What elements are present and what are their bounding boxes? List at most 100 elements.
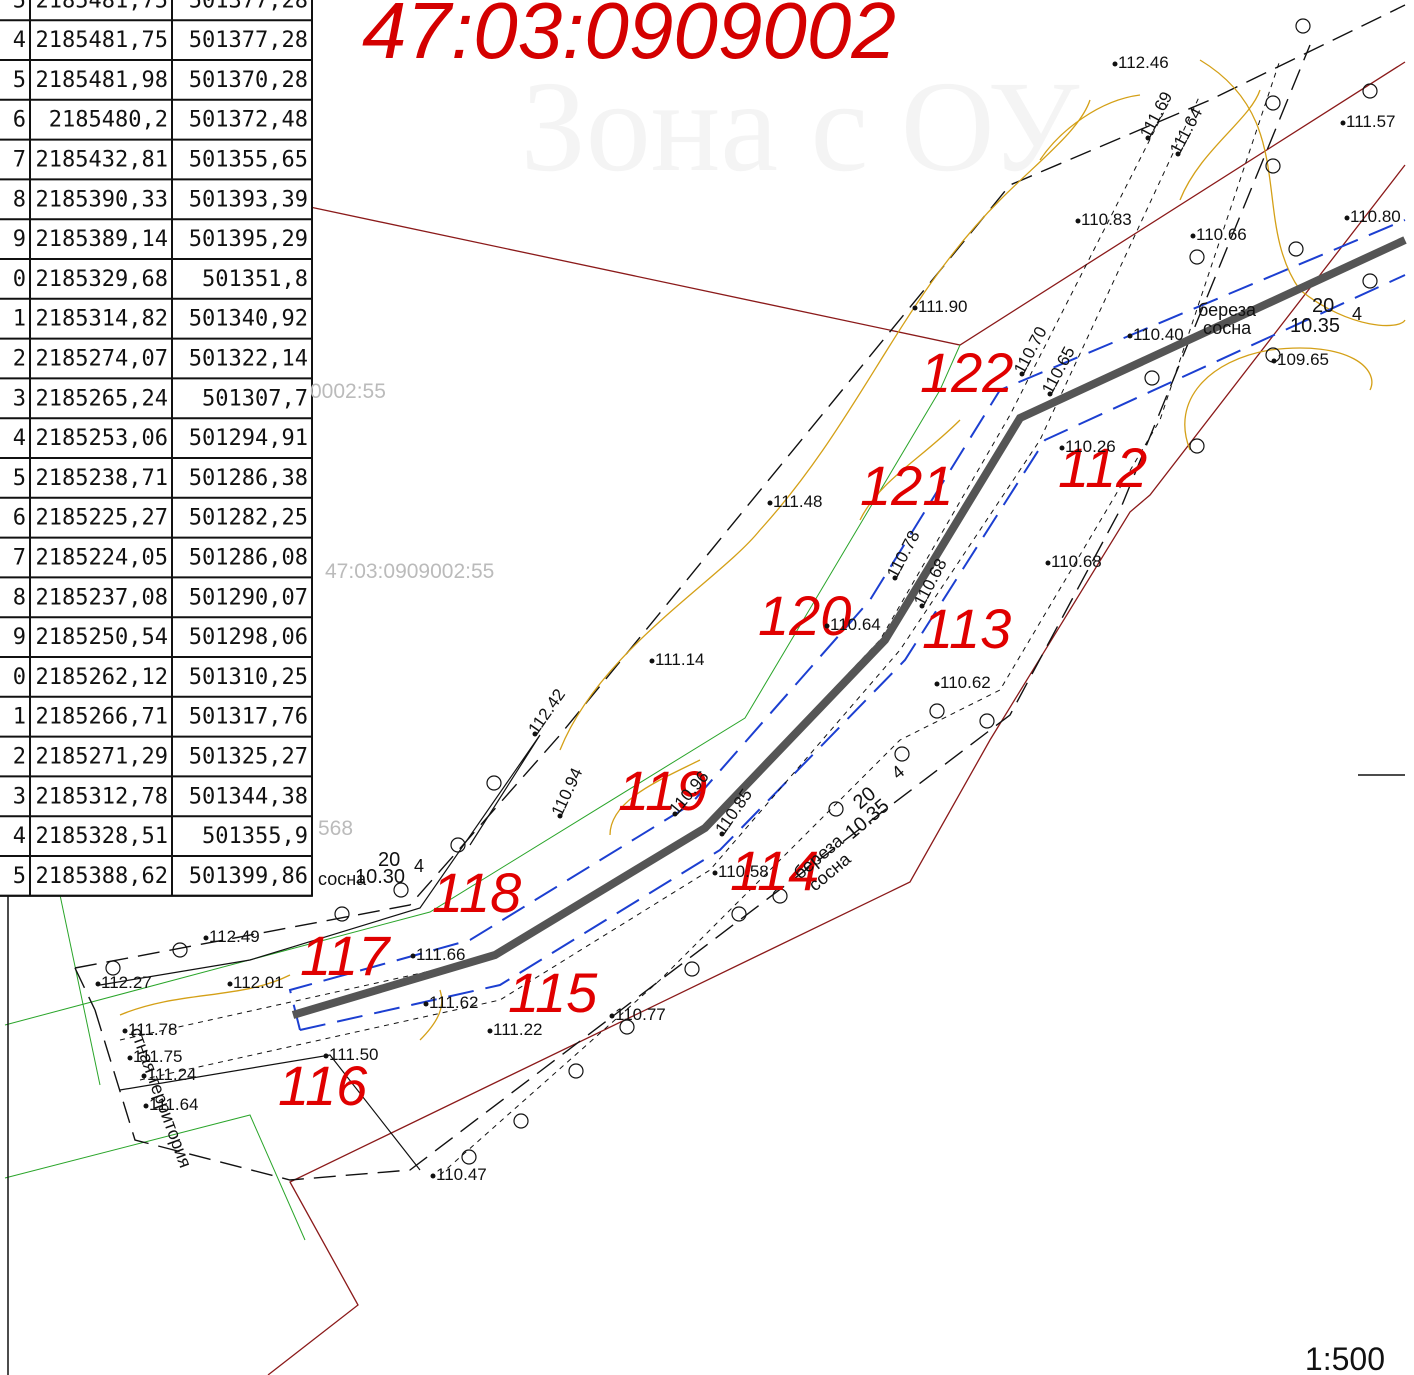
survey-point: [488, 1029, 493, 1034]
table-cell: 2185253,06: [36, 426, 168, 451]
elevation-label: 110.47: [436, 1165, 487, 1184]
annotation: 10.35: [1290, 315, 1340, 337]
survey-point: [324, 1054, 329, 1059]
survey-point: [1128, 334, 1133, 339]
table-cell: 501325,27: [189, 745, 308, 770]
elevation-label: 112.42: [524, 685, 569, 737]
point-label: 115: [508, 961, 598, 1024]
table-cell: 6: [13, 506, 26, 531]
survey-point: [1076, 219, 1081, 224]
annotation: береза: [1198, 300, 1257, 320]
table-cell: 0: [13, 267, 26, 292]
table-cell: 4: [13, 824, 26, 849]
annotation: 4: [1352, 304, 1362, 324]
survey-point: [1272, 359, 1277, 364]
table-cell: 501286,38: [189, 466, 308, 491]
watermark: Зона с ОУ: [521, 55, 1080, 199]
survey-point: [768, 501, 773, 506]
table-cell: 501290,07: [189, 585, 308, 610]
table-cell: 3: [13, 386, 26, 411]
table-cell: 9: [13, 625, 26, 650]
elevation-label: 112.49: [209, 927, 260, 946]
survey-point: [825, 624, 830, 629]
elevation-label: 110.70: [1010, 324, 1051, 378]
elevation-label: 110.77: [615, 1005, 666, 1024]
survey-point: [610, 1014, 615, 1019]
table-cell: 501399,86: [189, 864, 308, 889]
point-label: 118: [432, 861, 521, 924]
table-cell: 501377,28: [189, 28, 308, 53]
table-cell: 2185390,33: [36, 187, 168, 212]
elevation-label: 110.80: [1350, 207, 1401, 226]
survey-point: [1046, 561, 1051, 566]
elevation-label: 110.62: [940, 673, 991, 692]
survey-point: [913, 306, 918, 311]
elevation-label: 111.50: [329, 1045, 378, 1064]
parcel-label: 568: [318, 817, 353, 840]
table-cell: 501307,7: [202, 386, 308, 411]
table-cell: 501355,65: [189, 148, 308, 173]
annotation: 20: [378, 849, 400, 871]
map-sheet: Зона с ОУ 47:03:0909002 1:500 52185481,7…: [0, 0, 1414, 1375]
survey-point: [1191, 234, 1196, 239]
table-cell: 501344,38: [189, 784, 308, 809]
table-cell: 2185224,05: [36, 546, 168, 571]
elevation-label: 110.78: [883, 528, 924, 582]
annotation: 4: [414, 856, 424, 876]
table-cell: 7: [13, 148, 26, 173]
table-cell: 2185389,14: [36, 227, 168, 252]
table-cell: 2185250,54: [36, 625, 168, 650]
survey-point: [650, 659, 655, 664]
table-cell: 501322,14: [189, 347, 308, 372]
elevation-label: 110.68: [1051, 552, 1102, 571]
table-cell: 501355,9: [202, 824, 308, 849]
annotation: 4: [888, 761, 909, 783]
elevation-label: 110.64: [830, 615, 881, 634]
table-cell: 501395,29: [189, 227, 308, 252]
survey-point: [1060, 446, 1065, 451]
elevation-label: 109.65: [1277, 350, 1329, 369]
survey-point: [144, 1104, 149, 1109]
table-cell: 501372,48: [189, 108, 308, 133]
table-cell: 2185481,75: [36, 28, 168, 53]
coordinate-table: 5 2185481,75 501377,28 4 2185481,75 501377,28…: [0, 0, 312, 896]
elevation-label: 112.46: [1118, 53, 1169, 72]
table-cell: 5: [13, 864, 26, 889]
table-cell: 2185432,81: [36, 148, 168, 173]
table-cell: 4: [13, 426, 26, 451]
table-cell: 5: [13, 68, 26, 93]
survey-point: [228, 982, 233, 987]
table-cell: 501294,91: [189, 426, 308, 451]
table-cell: 2185481,75: [36, 0, 168, 13]
elevation-label: 110.66: [1196, 225, 1247, 244]
table-cell: 2185274,07: [36, 347, 168, 372]
table-cell: 7: [13, 546, 26, 571]
table-cell: 501282,25: [189, 506, 308, 531]
table-cell: 501393,39: [189, 187, 308, 212]
table-cell: 501377,28: [189, 0, 308, 13]
table-cell: 2185225,27: [36, 506, 168, 531]
survey-point: [96, 982, 101, 987]
annotation: сосна: [1203, 318, 1252, 338]
survey-point: [431, 1174, 436, 1179]
scale: 1:500: [1305, 1341, 1385, 1375]
point-label: 121: [860, 454, 953, 517]
table-cell: 4: [13, 28, 26, 53]
table-cell: 501310,25: [189, 665, 308, 690]
table-cell: 501286,08: [189, 546, 308, 571]
elevation-label: 112.27: [101, 973, 152, 992]
elevation-label: 111.69: [1136, 89, 1176, 142]
table-cell: 6: [13, 108, 26, 133]
survey-point: [713, 871, 718, 876]
table-cell: 501317,76: [189, 705, 308, 730]
table-cell: 2185265,24: [36, 386, 168, 411]
survey-point: [935, 682, 940, 687]
table-cell: 2: [13, 347, 26, 372]
table-cell: 501298,06: [189, 625, 308, 650]
table-cell: 2185388,62: [36, 864, 168, 889]
table-cell: 2185314,82: [36, 307, 168, 332]
table-cell: 2185329,68: [36, 267, 168, 292]
elevation-label: 112.01: [233, 973, 284, 992]
table-cell: 5: [13, 0, 26, 13]
map: Зона с ОУ 47:03:0909002 1:500 52185481,7…: [0, 0, 1414, 1375]
